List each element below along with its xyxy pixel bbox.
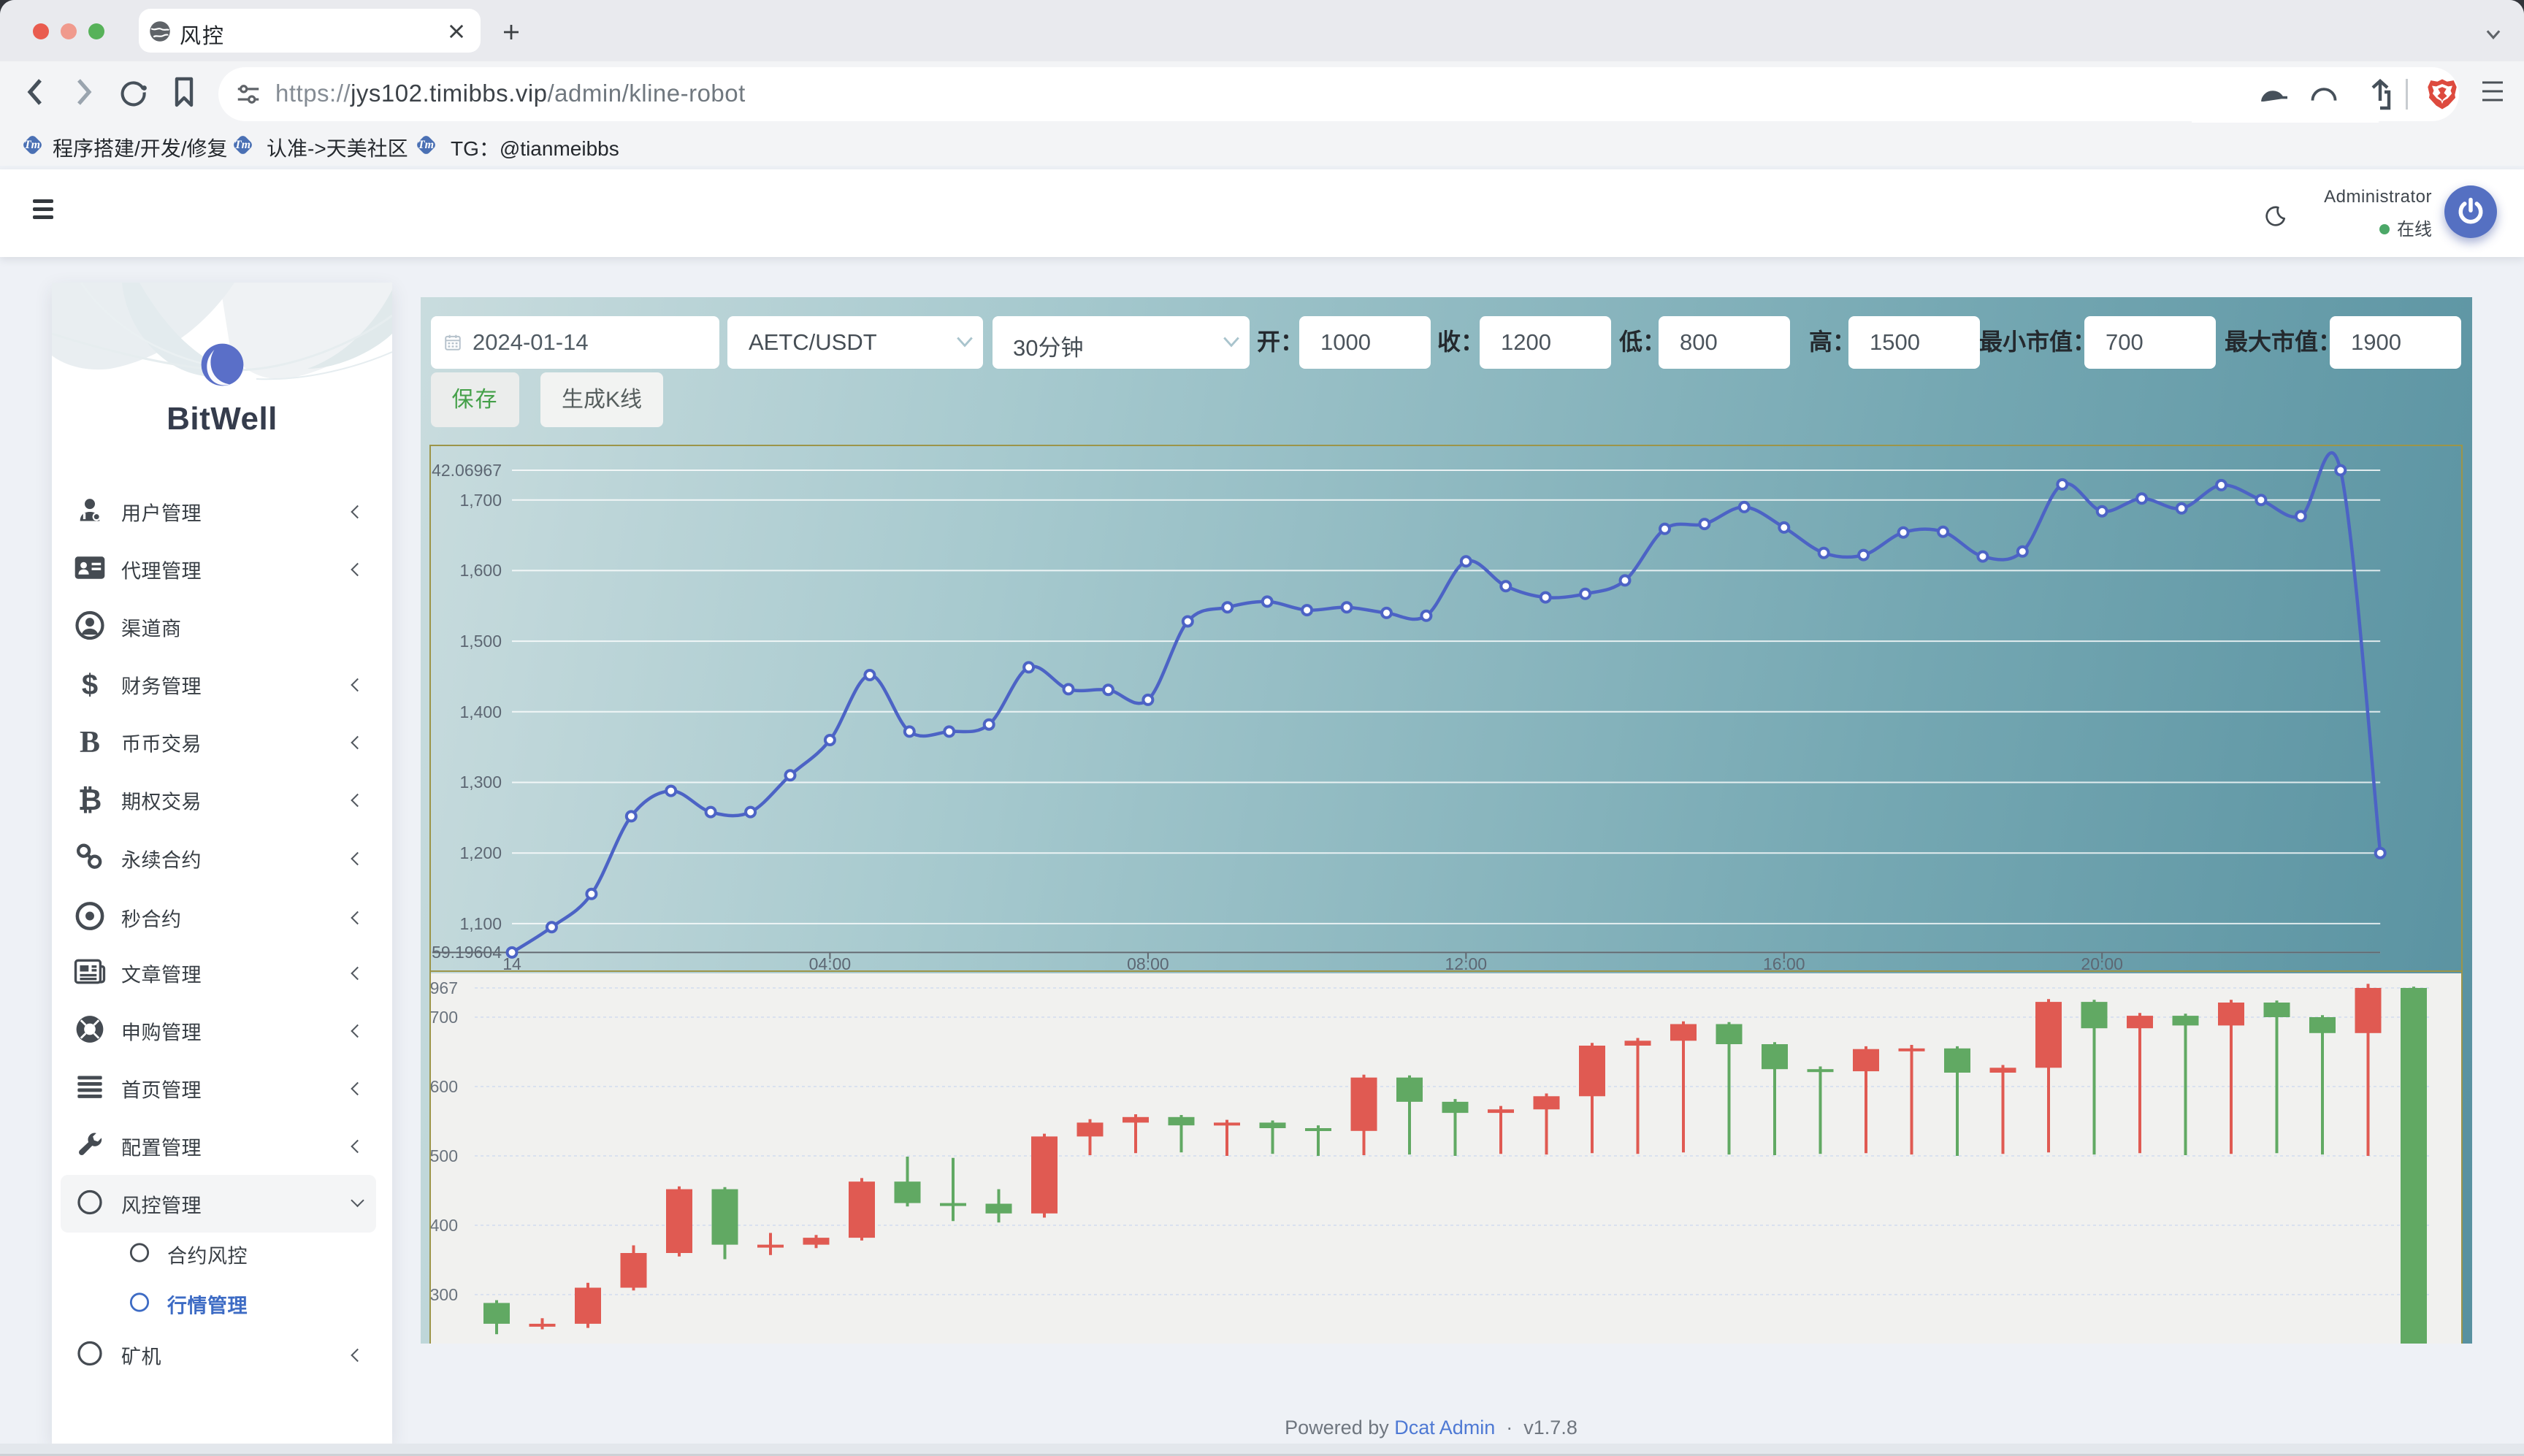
svg-text:1,400: 1,400 (431, 1216, 458, 1235)
svg-text:1,100: 1,100 (459, 914, 502, 933)
svg-text:12:00: 12:00 (1445, 954, 1488, 972)
svg-text:1,500: 1,500 (459, 632, 502, 651)
svg-text:1,700: 1,700 (459, 491, 502, 510)
svg-text:1742.06967: 1742.06967 (431, 461, 502, 480)
svg-text:1,600: 1,600 (459, 561, 502, 580)
svg-text:1,400: 1,400 (459, 702, 502, 721)
svg-text:1,300: 1,300 (431, 1285, 458, 1304)
svg-text:1,600: 1,600 (431, 1077, 458, 1096)
svg-text:1,200: 1,200 (459, 843, 502, 862)
svg-text:16:00: 16:00 (1763, 954, 1805, 972)
svg-text:08:00: 08:00 (1127, 954, 1169, 972)
svg-text:1742.06967: 1742.06967 (431, 978, 458, 997)
svg-text:04:00: 04:00 (809, 954, 852, 972)
svg-text:20:00: 20:00 (2081, 954, 2123, 972)
svg-text:1,700: 1,700 (431, 1008, 458, 1027)
svg-text:1,300: 1,300 (459, 773, 502, 792)
svg-text:1,500: 1,500 (431, 1146, 458, 1165)
